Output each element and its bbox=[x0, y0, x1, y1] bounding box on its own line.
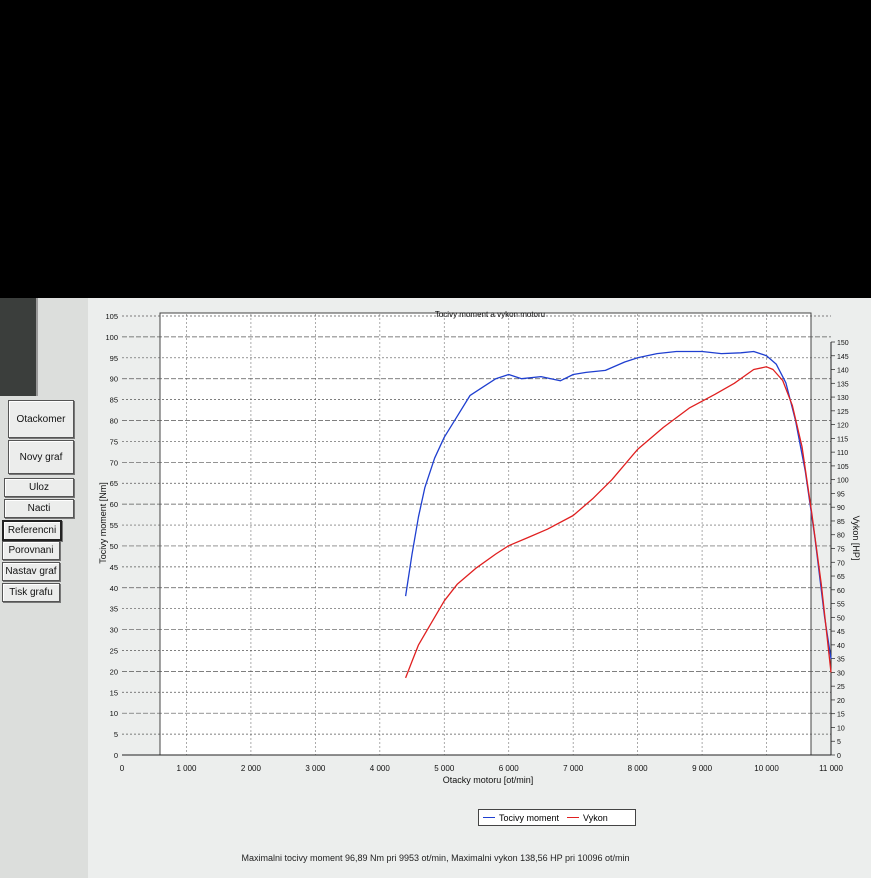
y-right-tick-label: 70 bbox=[837, 560, 845, 567]
y-right-tick-label: 10 bbox=[837, 725, 845, 732]
y-left-tick-label: 85 bbox=[110, 396, 118, 405]
legend-label-torque: Tocivy moment bbox=[499, 812, 560, 823]
y-right-tick-label: 40 bbox=[837, 643, 845, 650]
y-right-tick-label: 75 bbox=[837, 547, 845, 554]
uloz-button[interactable]: Uloz bbox=[4, 478, 74, 497]
chart-title: Tocivy moment a vykon motoru bbox=[435, 310, 545, 319]
y-left-tick-label: 75 bbox=[110, 437, 118, 446]
left-button-panel: Otackomer Novy graf Uloz Nacti Referencn… bbox=[0, 298, 88, 878]
y-right-tick-label: 55 bbox=[837, 602, 845, 609]
legend-swatch-power bbox=[567, 817, 580, 818]
y-right-tick-label: 85 bbox=[837, 519, 845, 526]
y-left-tick-label: 45 bbox=[110, 563, 118, 572]
otackomer-button[interactable]: Otackomer bbox=[8, 400, 74, 438]
x-tick-label: 0 bbox=[120, 764, 125, 773]
y-right-tick-label: 145 bbox=[837, 354, 849, 361]
y-right-tick-label: 125 bbox=[837, 409, 849, 416]
status-bar-text: Maximalni tocivy moment 96,89 Nm pri 995… bbox=[241, 853, 630, 863]
y-left-tick-label: 35 bbox=[110, 605, 118, 614]
y-right-tick-label: 110 bbox=[837, 450, 848, 457]
x-tick-label: 1 000 bbox=[176, 764, 197, 773]
x-tick-label: 7 000 bbox=[563, 764, 584, 773]
y-left-tick-label: 0 bbox=[114, 751, 118, 760]
y-right-tick-label: 140 bbox=[837, 368, 849, 375]
y-right-tick-label: 150 bbox=[837, 340, 849, 347]
y-left-tick-label: 65 bbox=[110, 479, 118, 488]
y-axis-left-label: Tocivy moment [Nm] bbox=[98, 482, 108, 564]
y-left-tick-label: 55 bbox=[110, 521, 118, 530]
panel-header-block bbox=[0, 298, 38, 396]
y-right-tick-label: 25 bbox=[837, 684, 845, 691]
y-right-tick-label: 95 bbox=[837, 491, 845, 498]
y-right-tick-label: 35 bbox=[837, 657, 845, 664]
y-left-tick-label: 80 bbox=[110, 417, 118, 426]
x-tick-label: 4 000 bbox=[370, 764, 391, 773]
dyno-app-window: Otackomer Novy graf Uloz Nacti Referencn… bbox=[0, 298, 871, 878]
y-left-tick-label: 105 bbox=[105, 312, 118, 321]
y-right-tick-label: 135 bbox=[837, 381, 849, 388]
y-right-tick-label: 100 bbox=[837, 478, 849, 485]
y-right-tick-label: 5 bbox=[837, 739, 841, 746]
y-left-tick-label: 25 bbox=[110, 646, 118, 655]
y-left-tick-label: 90 bbox=[110, 375, 118, 384]
chart-legend: Tocivy moment Vykon bbox=[478, 809, 636, 826]
x-tick-label: 2 000 bbox=[241, 764, 262, 773]
y-right-tick-label: 130 bbox=[837, 395, 849, 402]
novy-graf-button[interactable]: Novy graf bbox=[8, 440, 74, 474]
y-right-tick-label: 45 bbox=[837, 629, 845, 636]
torque-curve bbox=[404, 350, 832, 659]
legend-label-power: Vykon bbox=[583, 812, 608, 823]
y-right-tick-label: 115 bbox=[837, 436, 848, 443]
y-left-tick-label: 10 bbox=[110, 709, 118, 718]
y-left-tick-label: 40 bbox=[110, 584, 118, 593]
plot-area bbox=[159, 312, 812, 756]
y-axis-right-label: Vykon [HP] bbox=[851, 516, 861, 561]
x-tick-label: 11 000 bbox=[819, 764, 843, 773]
y-right-tick-label: 30 bbox=[837, 670, 845, 677]
referencni-button[interactable]: Referencni bbox=[2, 520, 62, 541]
y-left-tick-label: 20 bbox=[110, 667, 118, 676]
y-left-tick-label: 50 bbox=[110, 542, 118, 551]
y-right-tick-label: 80 bbox=[837, 533, 845, 540]
dyno-chart: 0 1 000 2 000 3 000 4 000 5 000 6 000 7 000 8 00… bbox=[98, 310, 861, 785]
y-left-tick-label: 30 bbox=[110, 626, 118, 635]
y-right-tick-label: 50 bbox=[837, 615, 845, 622]
y-right-tick-label: 0 bbox=[837, 753, 841, 760]
y-right-tick-label: 120 bbox=[837, 423, 849, 430]
x-tick-label: 6 000 bbox=[499, 764, 520, 773]
y-right-tick-label: 20 bbox=[837, 698, 845, 705]
y-right-tick-label: 15 bbox=[837, 712, 845, 719]
x-tick-label: 10 000 bbox=[754, 764, 779, 773]
legend-swatch-torque bbox=[483, 817, 495, 818]
y-left-tick-label: 70 bbox=[110, 458, 118, 467]
tisk-grafu-button[interactable]: Tisk grafu bbox=[2, 583, 60, 602]
y-left-tick-label: 100 bbox=[105, 333, 118, 342]
y-left-tick-label: 5 bbox=[114, 730, 118, 739]
power-curve bbox=[404, 366, 832, 679]
nacti-button[interactable]: Nacti bbox=[4, 499, 74, 518]
y-right-tick-label: 105 bbox=[837, 464, 849, 471]
x-tick-label: 8 000 bbox=[628, 764, 649, 773]
x-tick-label: 3 000 bbox=[305, 764, 326, 773]
y-left-tick-label: 15 bbox=[110, 688, 118, 697]
y-right-tick-label: 90 bbox=[837, 505, 845, 512]
x-tick-label: 5 000 bbox=[434, 764, 455, 773]
nastav-graf-button[interactable]: Nastav graf bbox=[2, 562, 60, 581]
y-right-tick-label: 65 bbox=[837, 574, 845, 581]
y-left-tick-label: 60 bbox=[110, 500, 118, 509]
x-tick-label: 9 000 bbox=[692, 764, 713, 773]
y-right-tick-label: 60 bbox=[837, 588, 845, 595]
porovnani-button[interactable]: Porovnani bbox=[2, 541, 60, 560]
y-left-tick-label: 95 bbox=[110, 354, 118, 363]
x-axis-label: Otacky motoru [ot/min] bbox=[443, 775, 534, 785]
